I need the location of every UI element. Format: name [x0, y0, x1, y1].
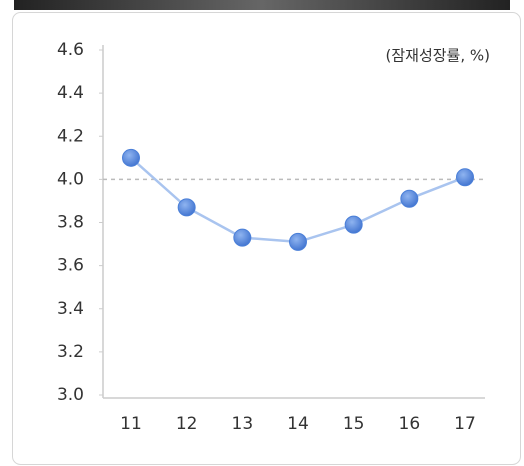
- data-point: [177, 198, 196, 217]
- unit-label: (잠재성장률, %): [386, 47, 491, 65]
- y-tick-label: 3.2: [57, 342, 84, 362]
- y-tick-label: 3.4: [57, 299, 84, 319]
- x-tick-label: 11: [120, 414, 142, 434]
- y-tick-label: 3.8: [57, 213, 84, 233]
- top-bar: [14, 0, 510, 10]
- data-point: [400, 189, 419, 208]
- y-tick-label: 4.2: [57, 126, 84, 146]
- x-tick-label: 17: [454, 414, 476, 434]
- y-tick-label: 4.0: [57, 169, 84, 189]
- data-point: [456, 168, 474, 187]
- x-tick-label: 16: [399, 414, 421, 434]
- data-point: [233, 228, 252, 247]
- y-tick-label: 3.6: [57, 256, 84, 276]
- x-tick-label: 14: [287, 414, 309, 434]
- x-tick-label: 12: [176, 414, 198, 434]
- data-point: [122, 148, 140, 167]
- y-tick-label: 4.6: [57, 40, 84, 60]
- x-tick-label: 15: [343, 414, 365, 434]
- x-tick-label: 13: [232, 414, 254, 434]
- data-point: [289, 232, 307, 251]
- y-tick-label: 4.4: [57, 83, 84, 103]
- data-point: [344, 215, 363, 234]
- y-tick-label: 3.0: [57, 385, 84, 405]
